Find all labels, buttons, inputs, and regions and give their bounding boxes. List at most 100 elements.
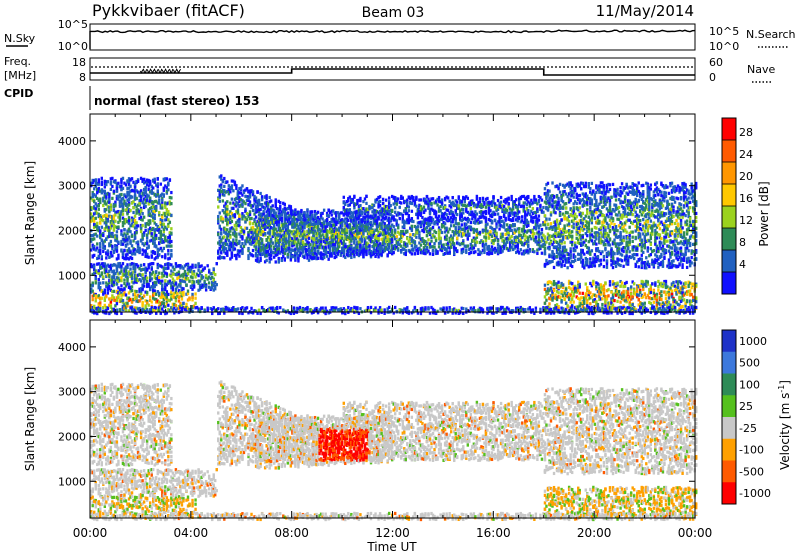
power-cell (141, 267, 144, 271)
power-cell (419, 251, 423, 255)
power-cell (250, 306, 253, 310)
power-cell (136, 299, 140, 304)
power-cell (204, 275, 208, 279)
power-cell (232, 213, 235, 217)
power-cell (422, 223, 426, 227)
power-cell (427, 202, 430, 206)
power-cell (404, 242, 407, 246)
power-cell (135, 249, 138, 253)
power-cell (223, 250, 226, 254)
power-cell (226, 252, 229, 256)
power-cell (283, 213, 286, 218)
power-cell (288, 240, 291, 244)
power-cell (372, 210, 376, 214)
power-cell (238, 191, 241, 195)
power-cell (262, 218, 265, 222)
power-cell (142, 233, 146, 237)
power-cell (395, 245, 398, 249)
power-cell (109, 254, 113, 258)
power-cell (126, 275, 129, 279)
power-cell (106, 249, 110, 253)
power-cell (348, 211, 352, 215)
power-cell (156, 299, 159, 303)
power-cell (285, 207, 288, 211)
power-cell (251, 193, 255, 197)
power-cell (111, 308, 114, 312)
power-cell (182, 305, 185, 310)
power-cell (145, 246, 149, 250)
power-cell (295, 210, 299, 214)
power-cell (229, 248, 232, 252)
power-cell (279, 233, 282, 237)
power-cell (153, 289, 156, 293)
power-cell (266, 219, 270, 223)
power-cell (266, 241, 270, 245)
power-cell (121, 262, 125, 266)
power-cell (339, 211, 342, 215)
power-cell (335, 247, 338, 251)
power-cell (148, 295, 152, 299)
power-cell (301, 229, 305, 233)
power-cell (130, 297, 134, 302)
power-cell (235, 184, 238, 188)
power-cell (351, 211, 355, 216)
power-cell (144, 198, 147, 202)
power-cell (91, 181, 94, 185)
power-cell (227, 218, 231, 222)
power-cell (266, 216, 270, 220)
power-cell (395, 219, 398, 223)
power-cell (221, 236, 224, 240)
power-cell (139, 176, 143, 180)
power-cell (285, 217, 288, 221)
power-cell (300, 241, 303, 246)
power-cell (350, 219, 353, 223)
power-cell (109, 297, 113, 301)
power-cell (245, 237, 249, 241)
power-cell (283, 217, 286, 221)
power-cell (353, 230, 356, 235)
power-cell (229, 257, 232, 261)
power-cell (415, 197, 418, 201)
power-cell (209, 286, 212, 290)
power-cell (130, 262, 134, 266)
power-cell (235, 257, 238, 261)
power-cell (354, 210, 358, 214)
power-cell (347, 305, 350, 310)
power-cell (357, 235, 361, 239)
power-cell (91, 215, 94, 219)
power-cell (105, 220, 108, 224)
power-cell (212, 288, 215, 292)
power-cell (285, 237, 288, 241)
power-cell (144, 254, 147, 258)
power-cell (142, 267, 146, 272)
power-cell (256, 232, 259, 236)
power-cell (176, 292, 179, 296)
power-cell (126, 301, 129, 305)
power-cell (269, 216, 273, 220)
power-cell (136, 190, 140, 194)
power-cell (263, 252, 267, 256)
power-cell (348, 308, 352, 313)
power-cell (303, 233, 306, 237)
power-cell (130, 306, 134, 310)
power-cell (347, 245, 350, 249)
power-cell (133, 202, 137, 207)
power-cell (401, 234, 404, 238)
power-cell (339, 239, 342, 243)
power-cell (103, 271, 107, 275)
noise-right-tick-bottom: 10^0 (709, 40, 739, 53)
power-cell (147, 282, 150, 286)
power-cell (161, 233, 164, 237)
power-cell (335, 250, 338, 255)
power-cell (316, 251, 320, 255)
power-cell (244, 306, 247, 310)
power-cell (226, 242, 229, 246)
power-cell (173, 272, 176, 276)
power-cell (297, 259, 300, 263)
power-cell (345, 252, 349, 257)
power-cell (218, 211, 221, 215)
power-cell (333, 232, 336, 236)
power-cell (356, 213, 359, 218)
power-cell (150, 306, 153, 310)
power-cell (271, 241, 274, 245)
